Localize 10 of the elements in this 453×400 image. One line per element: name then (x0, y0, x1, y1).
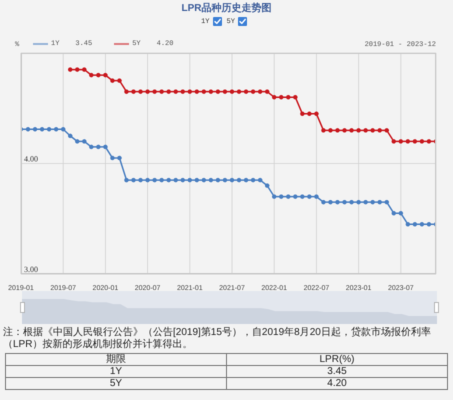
y-tick-label: 3.00 (24, 265, 38, 274)
text: 1Y (110, 366, 122, 377)
text: LPR(%) (319, 354, 354, 365)
chart-title: LPR品种历史走势图 (182, 3, 272, 14)
text: 注：根据《中国人民银行公告》（公告[2019]第15号），自2019年8月20日起，贷款市场报价利率（LPR）按新的形成机制报价并计算得出。 (3, 327, 431, 350)
text: 5Y (110, 378, 122, 389)
text: 3.45 (327, 366, 347, 377)
text: 4.20 (327, 378, 347, 389)
text: 期限 (106, 354, 126, 365)
y-tick-label: 4.00 (24, 154, 38, 164)
